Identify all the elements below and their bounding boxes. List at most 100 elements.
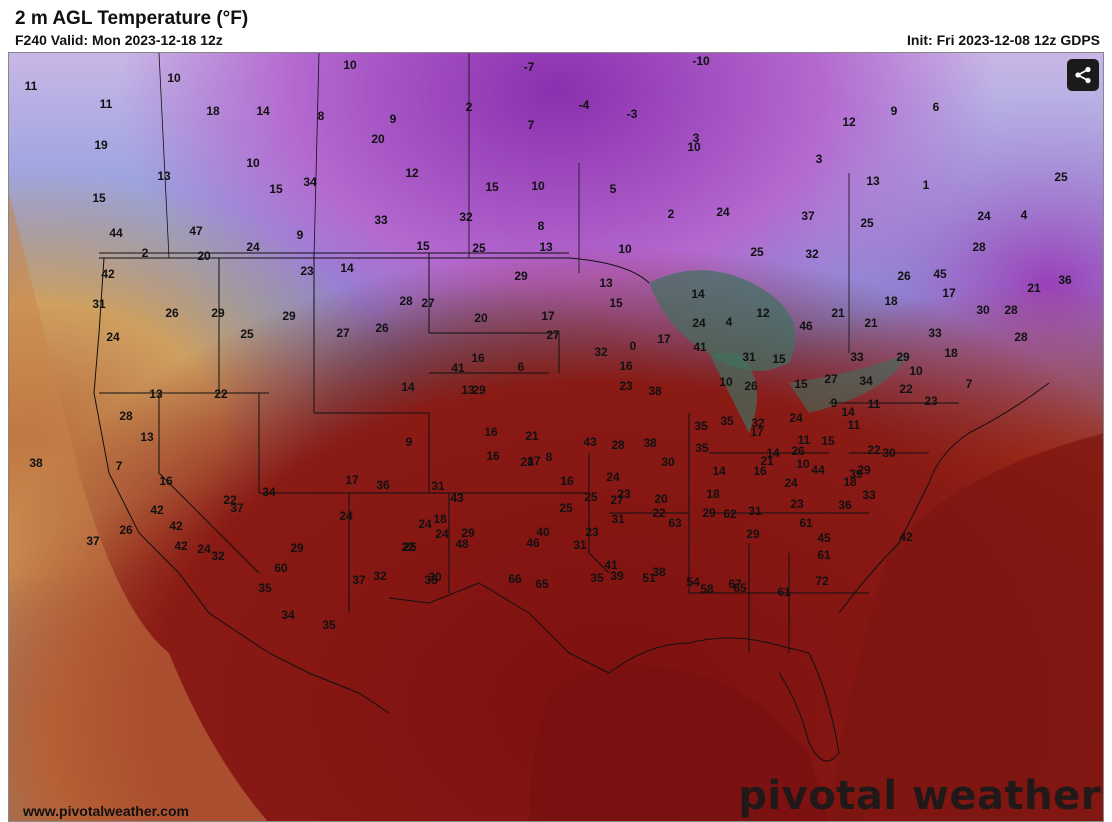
- temperature-map[interactable]: -7 -10 11 10 10 11 18 14 8 9 2 7 -4 -3 10 9 6 12 3 19 10 20 12…: [8, 52, 1104, 822]
- temperature-label: 38: [648, 384, 662, 398]
- temperature-label: 7: [115, 459, 123, 473]
- temperature-label: 24: [716, 205, 730, 219]
- temperature-label: 17: [345, 473, 359, 487]
- temperature-label: 13: [539, 240, 553, 254]
- temperature-label: 28: [1004, 303, 1018, 317]
- temperature-label: 8: [545, 450, 553, 464]
- temperature-label: 58: [700, 582, 714, 596]
- temperature-label: 30: [882, 446, 896, 460]
- temperature-label: 38: [652, 565, 666, 579]
- temperature-label: 16: [159, 474, 173, 488]
- temperature-label: 14: [712, 464, 726, 478]
- temperature-label: 14: [401, 380, 415, 394]
- temperature-label: 15: [485, 180, 499, 194]
- temperature-label: 25: [584, 490, 598, 504]
- website-url[interactable]: www.pivotalweather.com: [23, 803, 189, 819]
- temperature-label: 27: [824, 372, 838, 386]
- temperature-label: 24: [784, 476, 798, 490]
- temperature-label: 36: [838, 498, 852, 512]
- temperature-label: 22: [401, 540, 415, 554]
- temperature-label: 31: [611, 512, 625, 526]
- temperature-label: 31: [742, 350, 756, 364]
- temperature-label: 29: [290, 541, 304, 555]
- temperature-label: 30: [976, 303, 990, 317]
- temperature-label: 17: [527, 454, 541, 468]
- temperature-label: 32: [751, 416, 765, 430]
- temperature-label: 25: [472, 241, 486, 255]
- temperature-label: -7: [523, 60, 535, 74]
- temperature-label: 10: [719, 375, 733, 389]
- temperature-label: 45: [933, 267, 947, 281]
- temperature-label: 9: [890, 104, 898, 118]
- temperature-label: 23: [585, 525, 599, 539]
- temperature-label: 3: [692, 131, 700, 145]
- temperature-label: 35: [590, 571, 604, 585]
- temperature-label: 35: [720, 414, 734, 428]
- share-button[interactable]: [1067, 59, 1099, 91]
- temperature-label: 26: [791, 444, 805, 458]
- temperature-label: 12: [842, 115, 856, 129]
- temperature-label: 38: [29, 456, 43, 470]
- temperature-label: 34: [262, 485, 276, 499]
- temperature-label: 21: [760, 454, 774, 468]
- temperature-label: 41: [693, 340, 707, 354]
- temperature-label: 24: [606, 470, 620, 484]
- temperature-label: 11: [797, 433, 811, 447]
- temperature-label: 39: [610, 569, 624, 583]
- temperature-label: 2: [465, 100, 473, 114]
- temperature-label: 33: [928, 326, 942, 340]
- temperature-label: 21: [864, 316, 878, 330]
- temperature-label: 25: [559, 501, 573, 515]
- temperature-label: 21: [525, 429, 539, 443]
- temperature-label: 37: [230, 501, 244, 515]
- temperature-label: 26: [375, 321, 389, 335]
- temperature-label: 36: [1058, 273, 1072, 287]
- temperature-label: 40: [536, 525, 550, 539]
- temperature-label: 24: [197, 542, 211, 556]
- temperature-label: 46: [799, 319, 813, 333]
- temperature-label: 16: [619, 359, 633, 373]
- temperature-label: 45: [817, 531, 831, 545]
- temperature-label: 72: [815, 574, 829, 588]
- temperature-label: 16: [486, 449, 500, 463]
- temperature-label: 15: [794, 377, 808, 391]
- temperature-label: 37: [86, 534, 100, 548]
- temperature-label: 7: [965, 377, 973, 391]
- temperature-label: 22: [867, 443, 881, 457]
- temperature-label: 14: [691, 287, 705, 301]
- temperature-label: 0: [629, 339, 637, 353]
- temperature-label: 26: [744, 379, 758, 393]
- temperature-label: 9: [830, 396, 838, 410]
- temperature-label: 9: [389, 112, 397, 126]
- temperature-label: 27: [336, 326, 350, 340]
- temperature-label: 65: [535, 577, 549, 591]
- temperature-label: 13: [140, 430, 154, 444]
- temperature-label: 16: [471, 351, 485, 365]
- temperature-label: 10: [618, 242, 632, 256]
- temperature-label: 33: [850, 350, 864, 364]
- temperature-label: 29: [746, 527, 760, 541]
- temperature-label: 10: [531, 179, 545, 193]
- temperature-label: 14: [340, 261, 354, 275]
- temperature-label: 24: [977, 209, 991, 223]
- temperature-label: 32: [211, 549, 225, 563]
- temperature-label: 28: [972, 240, 986, 254]
- temperature-label: 24: [789, 411, 803, 425]
- temperature-label: 47: [189, 224, 203, 238]
- temperature-label: 13: [461, 383, 475, 397]
- temperature-label: 7: [527, 118, 535, 132]
- temperature-label: 28: [1014, 330, 1028, 344]
- temperature-label: 29: [472, 383, 486, 397]
- temperature-label: 63: [668, 516, 682, 530]
- temperature-label: 61: [799, 516, 813, 530]
- temperature-label: 11: [867, 397, 881, 411]
- temperature-label: 29: [896, 350, 910, 364]
- temperature-label: 25: [860, 216, 874, 230]
- temperature-label: 16: [484, 425, 498, 439]
- temperature-label: 44: [811, 463, 825, 477]
- temperature-label: 66: [508, 572, 522, 586]
- temperature-label: 5: [609, 182, 617, 196]
- temperature-label: 32: [594, 345, 608, 359]
- temperature-label: 39: [849, 467, 863, 481]
- temperature-label: 38: [643, 436, 657, 450]
